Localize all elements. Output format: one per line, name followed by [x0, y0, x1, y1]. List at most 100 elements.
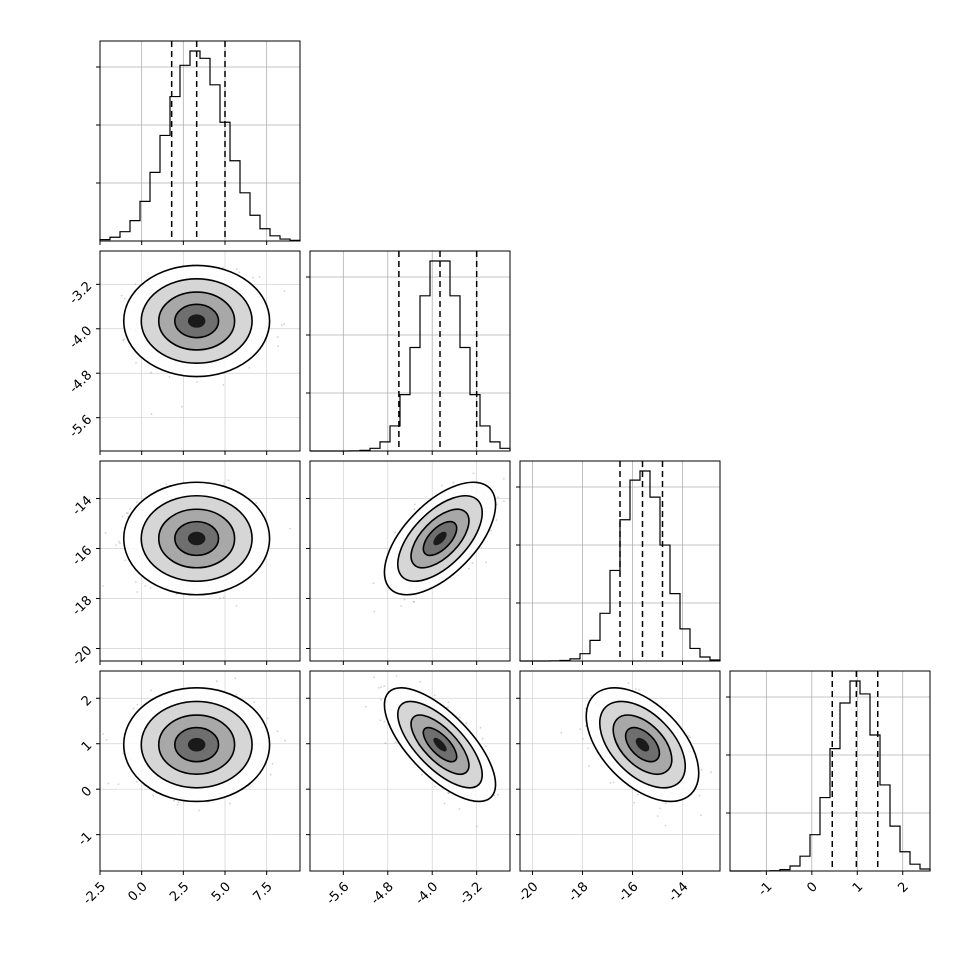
scatter-point — [276, 336, 279, 339]
y-tick-label: 1 — [79, 738, 95, 754]
scatter-point — [394, 741, 397, 744]
y-tick-label: -14 — [70, 493, 96, 519]
scatter-point — [485, 745, 488, 748]
scatter-point — [700, 768, 703, 771]
scatter-point — [198, 809, 201, 812]
scatter-point — [136, 703, 139, 706]
scatter-point — [105, 738, 108, 741]
x-tick-label: 7.5 — [250, 879, 275, 904]
x-tick-label: 5.0 — [209, 879, 234, 904]
scatter-point — [235, 693, 238, 696]
scatter-point — [687, 735, 690, 737]
x-tick-label: -16 — [616, 879, 642, 905]
scatter-point — [280, 324, 283, 327]
scatter-point — [117, 783, 120, 785]
x-tick-label: -5.6 — [324, 879, 353, 908]
scatter-point — [380, 698, 382, 701]
scatter-point — [467, 567, 470, 570]
scatter-point — [377, 687, 380, 689]
scatter-point — [136, 501, 138, 504]
scatter-point — [413, 503, 416, 506]
scatter-point — [289, 527, 291, 530]
scatter-point — [121, 515, 124, 518]
scatter-point — [383, 720, 386, 723]
scatter-point — [400, 605, 403, 607]
scatter-point — [134, 581, 137, 583]
scatter-point — [413, 508, 416, 511]
scatter-point — [283, 323, 285, 325]
scatter-point — [196, 381, 198, 383]
scatter-point — [102, 733, 104, 735]
scatter-point — [144, 585, 147, 587]
y-tick-label: -16 — [70, 543, 96, 569]
scatter-point — [229, 802, 231, 805]
y-tick-label: -3.2 — [67, 279, 96, 308]
scatter-point — [248, 366, 251, 369]
scatter-point — [465, 722, 468, 725]
scatter-point — [283, 290, 286, 293]
scatter-point — [150, 413, 153, 416]
panel-frame — [309, 460, 511, 662]
scatter-point — [664, 824, 667, 827]
scatter-point — [117, 540, 120, 543]
panel-1-0: -5.6 -4.8 -4.0 -3.2 — [67, 250, 301, 455]
scatter-point — [258, 276, 261, 278]
y-tick-label: -18 — [70, 593, 96, 619]
scatter-point — [379, 719, 382, 722]
scatter-point — [235, 268, 238, 271]
scatter-point — [227, 479, 230, 482]
scatter-point — [124, 559, 127, 562]
scatter-point — [384, 742, 387, 745]
scatter-point — [443, 802, 446, 805]
scatter-point — [266, 717, 269, 720]
scatter-point — [475, 825, 478, 828]
scatter-point — [372, 582, 375, 585]
scatter-point — [497, 496, 499, 499]
scatter-point — [582, 738, 584, 740]
y-tick-label: -1 — [76, 829, 96, 849]
x-tick-label: -3.2 — [457, 879, 486, 908]
panel-2-2 — [516, 460, 721, 665]
scatter-point — [710, 771, 712, 774]
scatter-point — [380, 686, 382, 688]
scatter-point — [698, 794, 701, 797]
scatter-point — [588, 765, 590, 767]
y-tick-label: -20 — [70, 643, 96, 669]
x-tick-label: 0 — [804, 879, 820, 895]
scatter-point — [586, 747, 589, 750]
scatter-point — [479, 726, 482, 729]
x-tick-label: 2.5 — [167, 879, 192, 904]
scatter-point — [471, 562, 474, 564]
panel-frame — [309, 250, 511, 452]
scatter-point — [413, 601, 415, 603]
contour-2-0-4 — [187, 531, 206, 546]
scatter-point — [373, 676, 376, 679]
scatter-point — [590, 694, 592, 697]
panel-2-1 — [306, 460, 511, 665]
scatter-point — [609, 782, 612, 784]
scatter-point — [502, 477, 505, 480]
panel-1-1 — [306, 250, 511, 455]
scatter-point — [123, 297, 126, 300]
panel-frame — [99, 460, 301, 662]
y-tick-label: 0 — [79, 784, 95, 800]
scatter-point — [448, 792, 450, 795]
scatter-point — [277, 345, 280, 348]
scatter-point — [560, 731, 563, 734]
x-tick-label: 0.0 — [125, 879, 150, 904]
scatter-point — [421, 773, 423, 776]
scatter-point — [395, 675, 398, 677]
scatter-point — [458, 808, 461, 810]
scatter-point — [419, 680, 422, 683]
y-tick-label: -4.8 — [67, 368, 96, 397]
scatter-point — [394, 531, 397, 534]
scatter-point — [441, 484, 443, 487]
scatter-point — [700, 814, 702, 817]
y-tick-label: -4.0 — [67, 323, 96, 352]
scatter-point — [119, 542, 121, 545]
x-tick-label: -4.8 — [368, 879, 397, 908]
scatter-point — [481, 737, 484, 740]
scatter-point — [638, 688, 640, 691]
scatter-point — [176, 803, 179, 806]
